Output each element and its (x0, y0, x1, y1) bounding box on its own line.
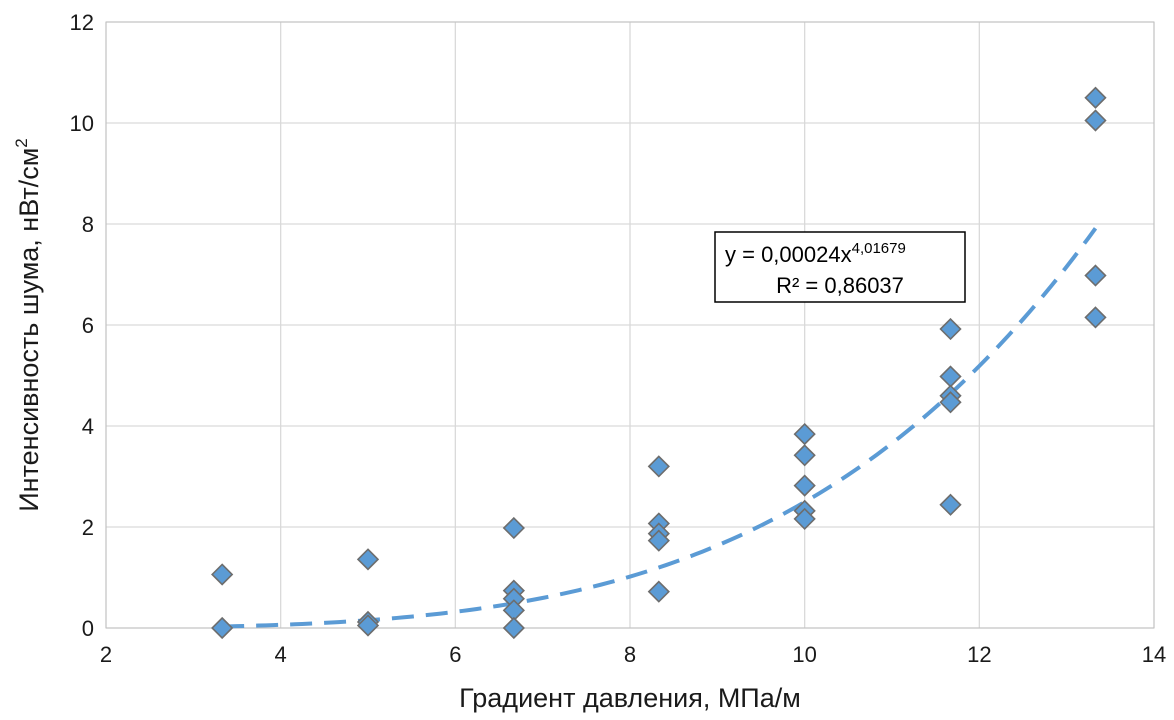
data-point (793, 474, 816, 497)
data-point (647, 580, 670, 603)
y-tick-label: 2 (82, 515, 94, 540)
grid-lines (105, 21, 1155, 629)
data-point (793, 422, 816, 446)
y-axis-title-sup: 2 (12, 138, 31, 147)
data-point (647, 455, 670, 478)
data-point (647, 529, 670, 552)
data-point (1084, 306, 1107, 329)
equation-exponent: 4,01679 (852, 240, 906, 257)
data-point (211, 616, 234, 640)
y-tick-label: 8 (82, 212, 94, 237)
equation-box: y = 0,00024x4,01679 R² = 0,86037 (714, 231, 966, 303)
x-tick-label: 6 (449, 642, 461, 667)
x-tick-label: 12 (967, 642, 991, 667)
x-axis-title: Градиент давления, МПа/м (459, 683, 801, 713)
data-point (356, 548, 380, 571)
r-squared-text: R² = 0,86037 (776, 273, 904, 298)
x-tick-label: 14 (1142, 642, 1166, 667)
y-tick-label: 12 (70, 10, 94, 35)
y-tick-label: 6 (82, 313, 94, 338)
y-tick-label: 0 (82, 616, 94, 641)
data-point (939, 493, 962, 516)
data-point (1084, 109, 1107, 132)
data-point (939, 365, 962, 388)
x-tick-label: 10 (792, 642, 816, 667)
y-axis-title: Интенсивность шума, нВт/см2 (12, 138, 44, 511)
data-point (939, 317, 962, 341)
x-tick-label: 2 (100, 642, 112, 667)
y-tick-label: 10 (70, 111, 94, 136)
x-tick-label: 8 (624, 642, 636, 667)
equation-main: y = 0,00024x (725, 242, 852, 267)
x-tick-label: 4 (275, 642, 287, 667)
y-tick-label: 4 (82, 414, 94, 439)
data-point (793, 507, 816, 531)
data-point (356, 614, 380, 637)
data-point (211, 563, 234, 586)
data-point (793, 444, 816, 467)
x-axis-ticks: 2 4 6 8 10 12 14 (100, 642, 1166, 667)
data-points (211, 86, 1107, 640)
data-point (502, 616, 525, 640)
equation-text: y = 0,00024x4,01679 (725, 240, 906, 267)
data-point (939, 391, 962, 414)
data-point (1084, 86, 1107, 109)
y-axis-ticks: 0 2 4 6 8 10 12 (70, 10, 94, 641)
y-axis-title-main: Интенсивность шума, нВт/см (14, 148, 44, 512)
data-point (1084, 264, 1107, 287)
data-point (502, 516, 525, 540)
plot-area (105, 21, 1155, 629)
